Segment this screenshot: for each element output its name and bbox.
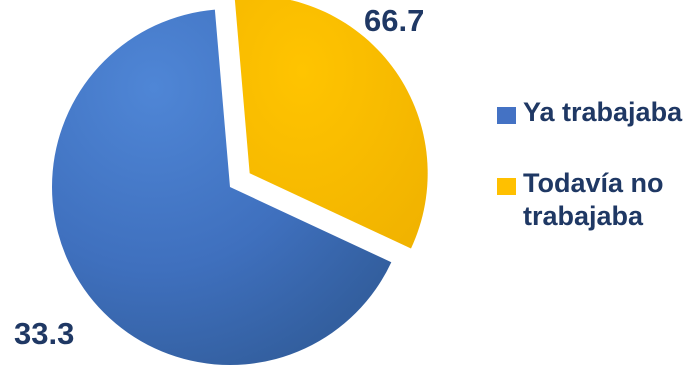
pie-slice-todavia-no-trabajaba (234, 0, 428, 249)
data-label-ya-trabajaba: 66.7 (364, 3, 424, 38)
legend-label: Ya trabajaba (523, 97, 683, 127)
pie-slice-ya-trabajaba (51, 9, 392, 366)
legend-item-todavia-no-trabajaba: Todavía no trabajaba (495, 167, 685, 233)
data-label-todavia-no-trabajaba: 33.3 (14, 316, 74, 351)
legend-item-ya-trabajaba: Ya trabajaba (495, 96, 685, 129)
legend-label: Todavía no trabajaba (523, 168, 664, 231)
legend-swatch-yellow (497, 178, 516, 195)
legend: Ya trabajaba Todavía no trabajaba (495, 96, 685, 233)
legend-swatch-blue (497, 107, 516, 124)
